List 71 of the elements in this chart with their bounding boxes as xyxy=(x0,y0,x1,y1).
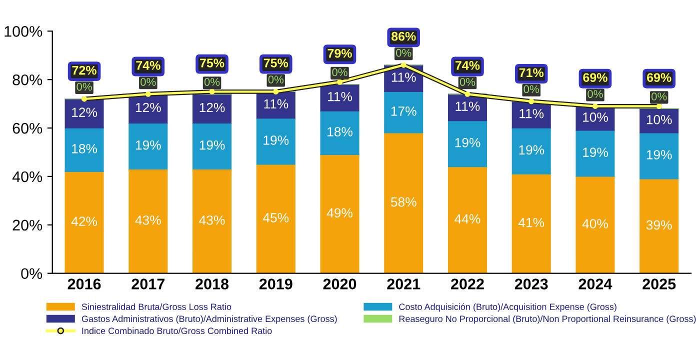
x-tick-label: 2021 xyxy=(387,278,420,290)
data-label: 19% xyxy=(136,140,161,150)
y-tick-label: 80% xyxy=(12,74,42,86)
y-tick-label: 40% xyxy=(12,171,42,182)
data-label: 0% xyxy=(204,78,220,86)
data-label: 41% xyxy=(518,218,544,228)
legend-label: Siniestralidad Bruta/Gross Loss Ratio xyxy=(82,303,232,310)
data-label: 10% xyxy=(646,114,672,124)
data-label: 11% xyxy=(328,92,352,102)
data-label: 69% xyxy=(647,73,672,82)
x-tick-label: 2019 xyxy=(259,278,292,290)
x-tick-label: 2017 xyxy=(132,278,164,290)
x-tick-label: 2020 xyxy=(323,278,356,290)
data-label: 12% xyxy=(72,108,98,117)
data-label: 18% xyxy=(72,144,98,154)
x-tick-label: 2023 xyxy=(514,278,548,290)
data-label: 19% xyxy=(455,138,480,148)
data-label: 0% xyxy=(588,90,603,98)
data-label: 72% xyxy=(72,66,96,75)
y-tick-label: 0% xyxy=(21,268,42,280)
data-label: 0% xyxy=(332,68,348,76)
data-label: 74% xyxy=(136,61,160,70)
data-label: 11% xyxy=(392,72,416,82)
data-label: 45% xyxy=(262,213,289,222)
data-label: 10% xyxy=(583,112,608,122)
data-label: 11% xyxy=(520,108,544,118)
data-label: 0% xyxy=(651,92,667,100)
data-label: 0% xyxy=(524,85,539,94)
y-tick-label: 20% xyxy=(12,220,42,231)
data-label: 19% xyxy=(200,140,225,150)
data-label: 44% xyxy=(454,214,480,224)
data-label: 0% xyxy=(140,78,156,86)
x-tick-label: 2022 xyxy=(451,278,484,290)
x-tick-label: 2025 xyxy=(642,278,676,290)
data-label: 19% xyxy=(583,148,608,157)
data-label: 69% xyxy=(583,73,608,82)
data-label: 19% xyxy=(519,145,544,155)
legend-label: Reaseguro No Proporcional (Bruto)/Non Proportional Reinsurance (Gross) xyxy=(399,315,696,324)
data-label: 58% xyxy=(390,197,416,207)
legend-label: Costo Adquisición (Bruto)/Acquisition Expense (Gross) xyxy=(399,303,616,312)
data-label: 0% xyxy=(396,48,412,57)
data-label: 0% xyxy=(460,78,476,86)
data-label: 86% xyxy=(392,32,416,41)
data-label: 19% xyxy=(264,136,289,145)
data-label: 12% xyxy=(136,102,161,112)
data-label: 49% xyxy=(326,208,352,218)
data-label: 39% xyxy=(646,220,672,230)
data-label: 43% xyxy=(199,215,225,225)
legend-label: Gastos Administrativos (Bruto)/Administrative Expenses (Gross) xyxy=(82,315,337,324)
data-label: 75% xyxy=(264,58,288,68)
data-label: 40% xyxy=(582,219,608,228)
data-label: 11% xyxy=(264,99,288,108)
data-label: 11% xyxy=(456,102,480,111)
data-label: 0% xyxy=(76,82,92,91)
data-label: 74% xyxy=(456,61,480,70)
data-label: 42% xyxy=(71,216,98,226)
y-tick-label: 100% xyxy=(4,26,42,37)
data-label: 75% xyxy=(200,58,224,68)
data-label: 0% xyxy=(268,76,284,84)
y-tick-label: 60% xyxy=(12,122,42,134)
data-label: 12% xyxy=(200,102,225,112)
data-label: 19% xyxy=(646,150,672,160)
x-tick-label: 2024 xyxy=(578,278,612,290)
data-label: 18% xyxy=(328,127,352,136)
x-tick-label: 2016 xyxy=(68,278,101,290)
data-label: 79% xyxy=(328,48,352,58)
x-tick-label: 2018 xyxy=(196,278,229,290)
data-label: 71% xyxy=(519,68,544,78)
data-label: 17% xyxy=(391,106,416,116)
legend-label: Indice Combinado Bruto/Gross Combined Ratio xyxy=(82,327,272,334)
data-label: 43% xyxy=(135,215,161,225)
